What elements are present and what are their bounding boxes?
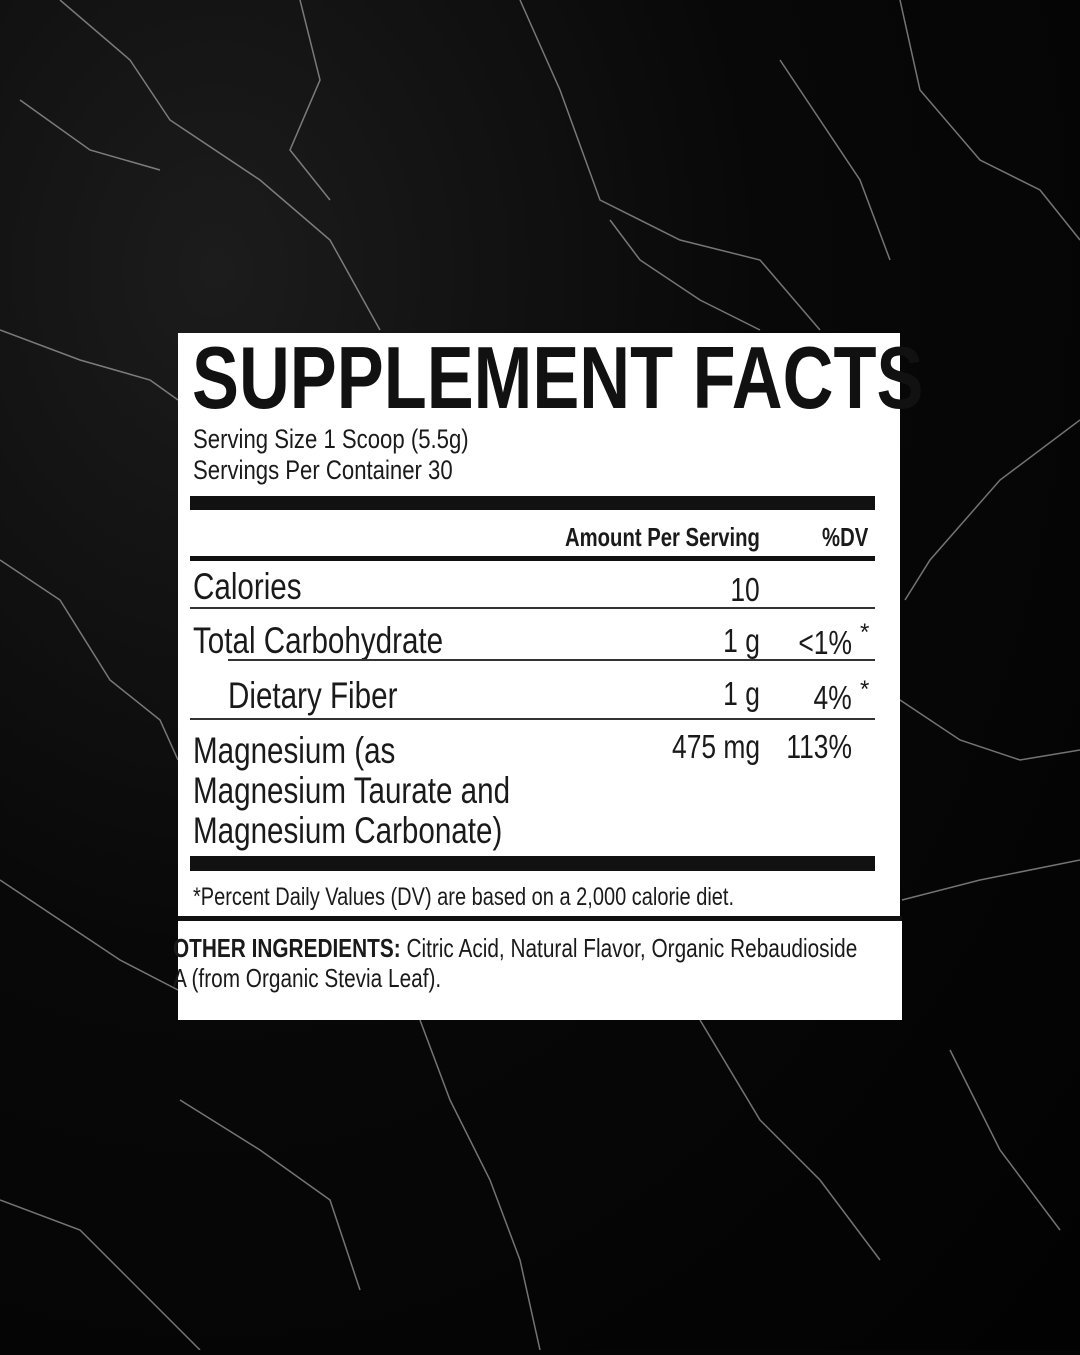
row-magnesium-dv: 113%: [786, 728, 852, 765]
row-carb-dv: <1%: [798, 624, 852, 661]
serving-size: Serving Size 1 Scoop (5.5g): [193, 424, 469, 454]
header-amount: Amount Per Serving: [565, 522, 760, 552]
row-fiber-amount: 1 g: [723, 675, 760, 712]
row-magnesium-name-1: Magnesium (as: [193, 730, 396, 771]
thick-divider: [190, 856, 875, 871]
other-ingredients-line-1: OTHER INGREDIENTS: Citric Acid, Natural …: [173, 935, 857, 961]
row-carb-amount: 1 g: [723, 622, 760, 659]
row-divider: [190, 718, 875, 720]
row-divider: [190, 607, 875, 609]
row-calories-name: Calories: [193, 566, 302, 607]
row-magnesium-amount: 475 mg: [671, 728, 760, 765]
row-carb-name: Total Carbohydrate: [193, 620, 444, 661]
row-magnesium-name-2: Magnesium Taurate and: [193, 770, 511, 811]
footnote: *Percent Daily Values (DV) are based on …: [193, 883, 735, 911]
supplement-facts-panel: [178, 333, 900, 918]
other-ingredients-panel: [178, 921, 902, 1020]
servings-per-container: Servings Per Container 30: [193, 455, 453, 485]
other-ingredients-heading: OTHER INGREDIENTS:: [173, 933, 401, 963]
thick-divider: [190, 496, 875, 510]
label-title: SUPPLEMENT FACTS: [192, 328, 924, 427]
row-magnesium-name-3: Magnesium Carbonate): [193, 810, 503, 851]
row-carb-asterisk: *: [860, 619, 870, 646]
row-fiber-dv: 4%: [813, 679, 852, 716]
row-calories-amount: 10: [730, 571, 760, 608]
row-divider: [228, 659, 875, 661]
panel-bottom-border: [178, 916, 902, 921]
other-ingredients-line-2: A (from Organic Stevia Leaf).: [173, 963, 442, 993]
header-divider: [190, 556, 875, 561]
header-dv: %DV: [821, 522, 868, 552]
row-fiber-name: Dietary Fiber: [228, 675, 398, 716]
row-fiber-asterisk: *: [860, 676, 870, 703]
other-ingredients-list: Citric Acid, Natural Flavor, Organic Reb…: [400, 933, 858, 963]
